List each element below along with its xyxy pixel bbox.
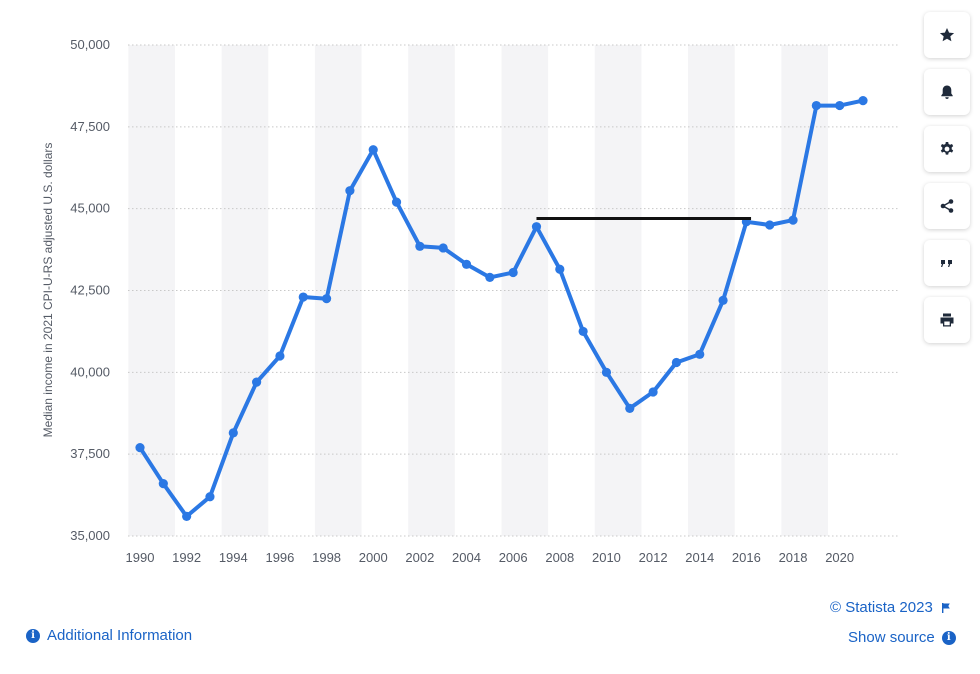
statista-credit[interactable]: © Statista 2023 — [830, 599, 951, 616]
data-point — [531, 222, 542, 232]
data-point — [158, 479, 168, 489]
data-point — [671, 357, 682, 368]
y-tick-label: 50,000 — [70, 37, 110, 52]
data-point — [811, 100, 821, 111]
additional-information-link[interactable]: i Additional Information — [26, 627, 192, 644]
data-point — [438, 243, 448, 253]
x-tick-label: 2000 — [359, 550, 388, 565]
data-point — [648, 387, 658, 397]
y-tick-label: 37,500 — [70, 446, 110, 461]
chart-toolbar — [924, 12, 970, 354]
quote-icon — [941, 260, 952, 267]
gridlines — [128, 44, 900, 537]
y-tick-label: 47,500 — [70, 119, 110, 134]
x-axis-ticks: 1990 1992 1994 1996 1998 2000 2002 2004 2006 2008… — [126, 550, 855, 565]
data-point — [625, 403, 635, 413]
info-icon: i — [941, 630, 956, 645]
star-icon — [939, 28, 955, 42]
data-point — [182, 511, 192, 521]
data-point — [205, 492, 215, 502]
x-tick-label: 2004 — [452, 550, 481, 565]
background-band — [594, 45, 642, 536]
x-tick-label: 2008 — [545, 550, 574, 565]
data-point — [345, 186, 355, 196]
flag-icon — [941, 602, 950, 613]
print-icon — [940, 313, 954, 327]
data-point — [601, 367, 612, 377]
share-icon — [940, 199, 954, 213]
data-point — [228, 428, 238, 438]
bell-icon — [941, 85, 953, 99]
data-point — [485, 272, 495, 283]
x-tick-label: 2010 — [592, 550, 621, 565]
x-tick-label: 2016 — [732, 550, 761, 565]
data-point — [135, 443, 145, 453]
series-line — [138, 98, 865, 519]
x-tick-label: 1990 — [126, 550, 155, 565]
data-point — [415, 241, 425, 251]
additional-information-label: Additional Information — [47, 627, 193, 644]
y-tick-label: 40,000 — [70, 364, 110, 379]
y-axis-title: Median income in 2021 CPI-U-RS adjusted … — [41, 143, 55, 438]
data-point — [695, 349, 705, 359]
print-button[interactable] — [924, 297, 970, 343]
data-point — [252, 377, 262, 387]
info-icon: i — [26, 628, 40, 643]
x-tick-label: 1992 — [172, 550, 201, 565]
show-source-link[interactable]: Show source i — [848, 629, 956, 646]
data-point — [461, 259, 472, 269]
y-tick-label: 45,000 — [70, 201, 110, 216]
x-tick-label: 2002 — [405, 550, 434, 565]
show-source-label: Show source — [848, 629, 935, 646]
x-tick-label: 2020 — [825, 550, 854, 565]
share-button[interactable] — [924, 183, 970, 229]
data-point — [578, 326, 588, 337]
x-tick-label: 1994 — [219, 550, 248, 565]
x-tick-label: 2006 — [499, 550, 528, 565]
cite-button[interactable] — [924, 240, 970, 286]
data-point — [788, 215, 798, 225]
background-band — [408, 45, 455, 536]
x-tick-label: 2018 — [779, 550, 808, 565]
y-tick-label: 42,500 — [70, 283, 110, 298]
data-point — [321, 294, 332, 304]
data-point — [765, 220, 775, 230]
data-point — [298, 292, 308, 302]
data-point — [555, 264, 565, 274]
credit-text: © Statista 2023 — [830, 599, 933, 616]
line-chart: 35,000 37,500 40,000 42,500 45,000 47,500 50,0… — [41, 37, 900, 565]
y-tick-label: 35,000 — [70, 528, 110, 543]
x-tick-label: 1998 — [312, 550, 341, 565]
data-point — [275, 351, 285, 361]
y-axis-ticks: 35,000 37,500 40,000 42,500 45,000 47,500 50,0… — [70, 37, 110, 543]
data-point — [368, 145, 378, 155]
x-tick-label: 2012 — [639, 550, 668, 565]
settings-button[interactable] — [924, 126, 970, 172]
notification-button[interactable] — [924, 69, 970, 115]
series-layer — [135, 96, 868, 521]
data-point — [508, 267, 518, 278]
x-tick-label: 1996 — [265, 550, 294, 565]
data-point — [835, 100, 845, 111]
data-point — [718, 295, 728, 305]
x-tick-label: 2014 — [685, 550, 714, 565]
data-point — [858, 96, 868, 106]
favorite-button[interactable] — [924, 12, 970, 58]
background-band — [314, 45, 362, 536]
data-point — [391, 197, 402, 207]
gear-icon — [940, 142, 954, 155]
